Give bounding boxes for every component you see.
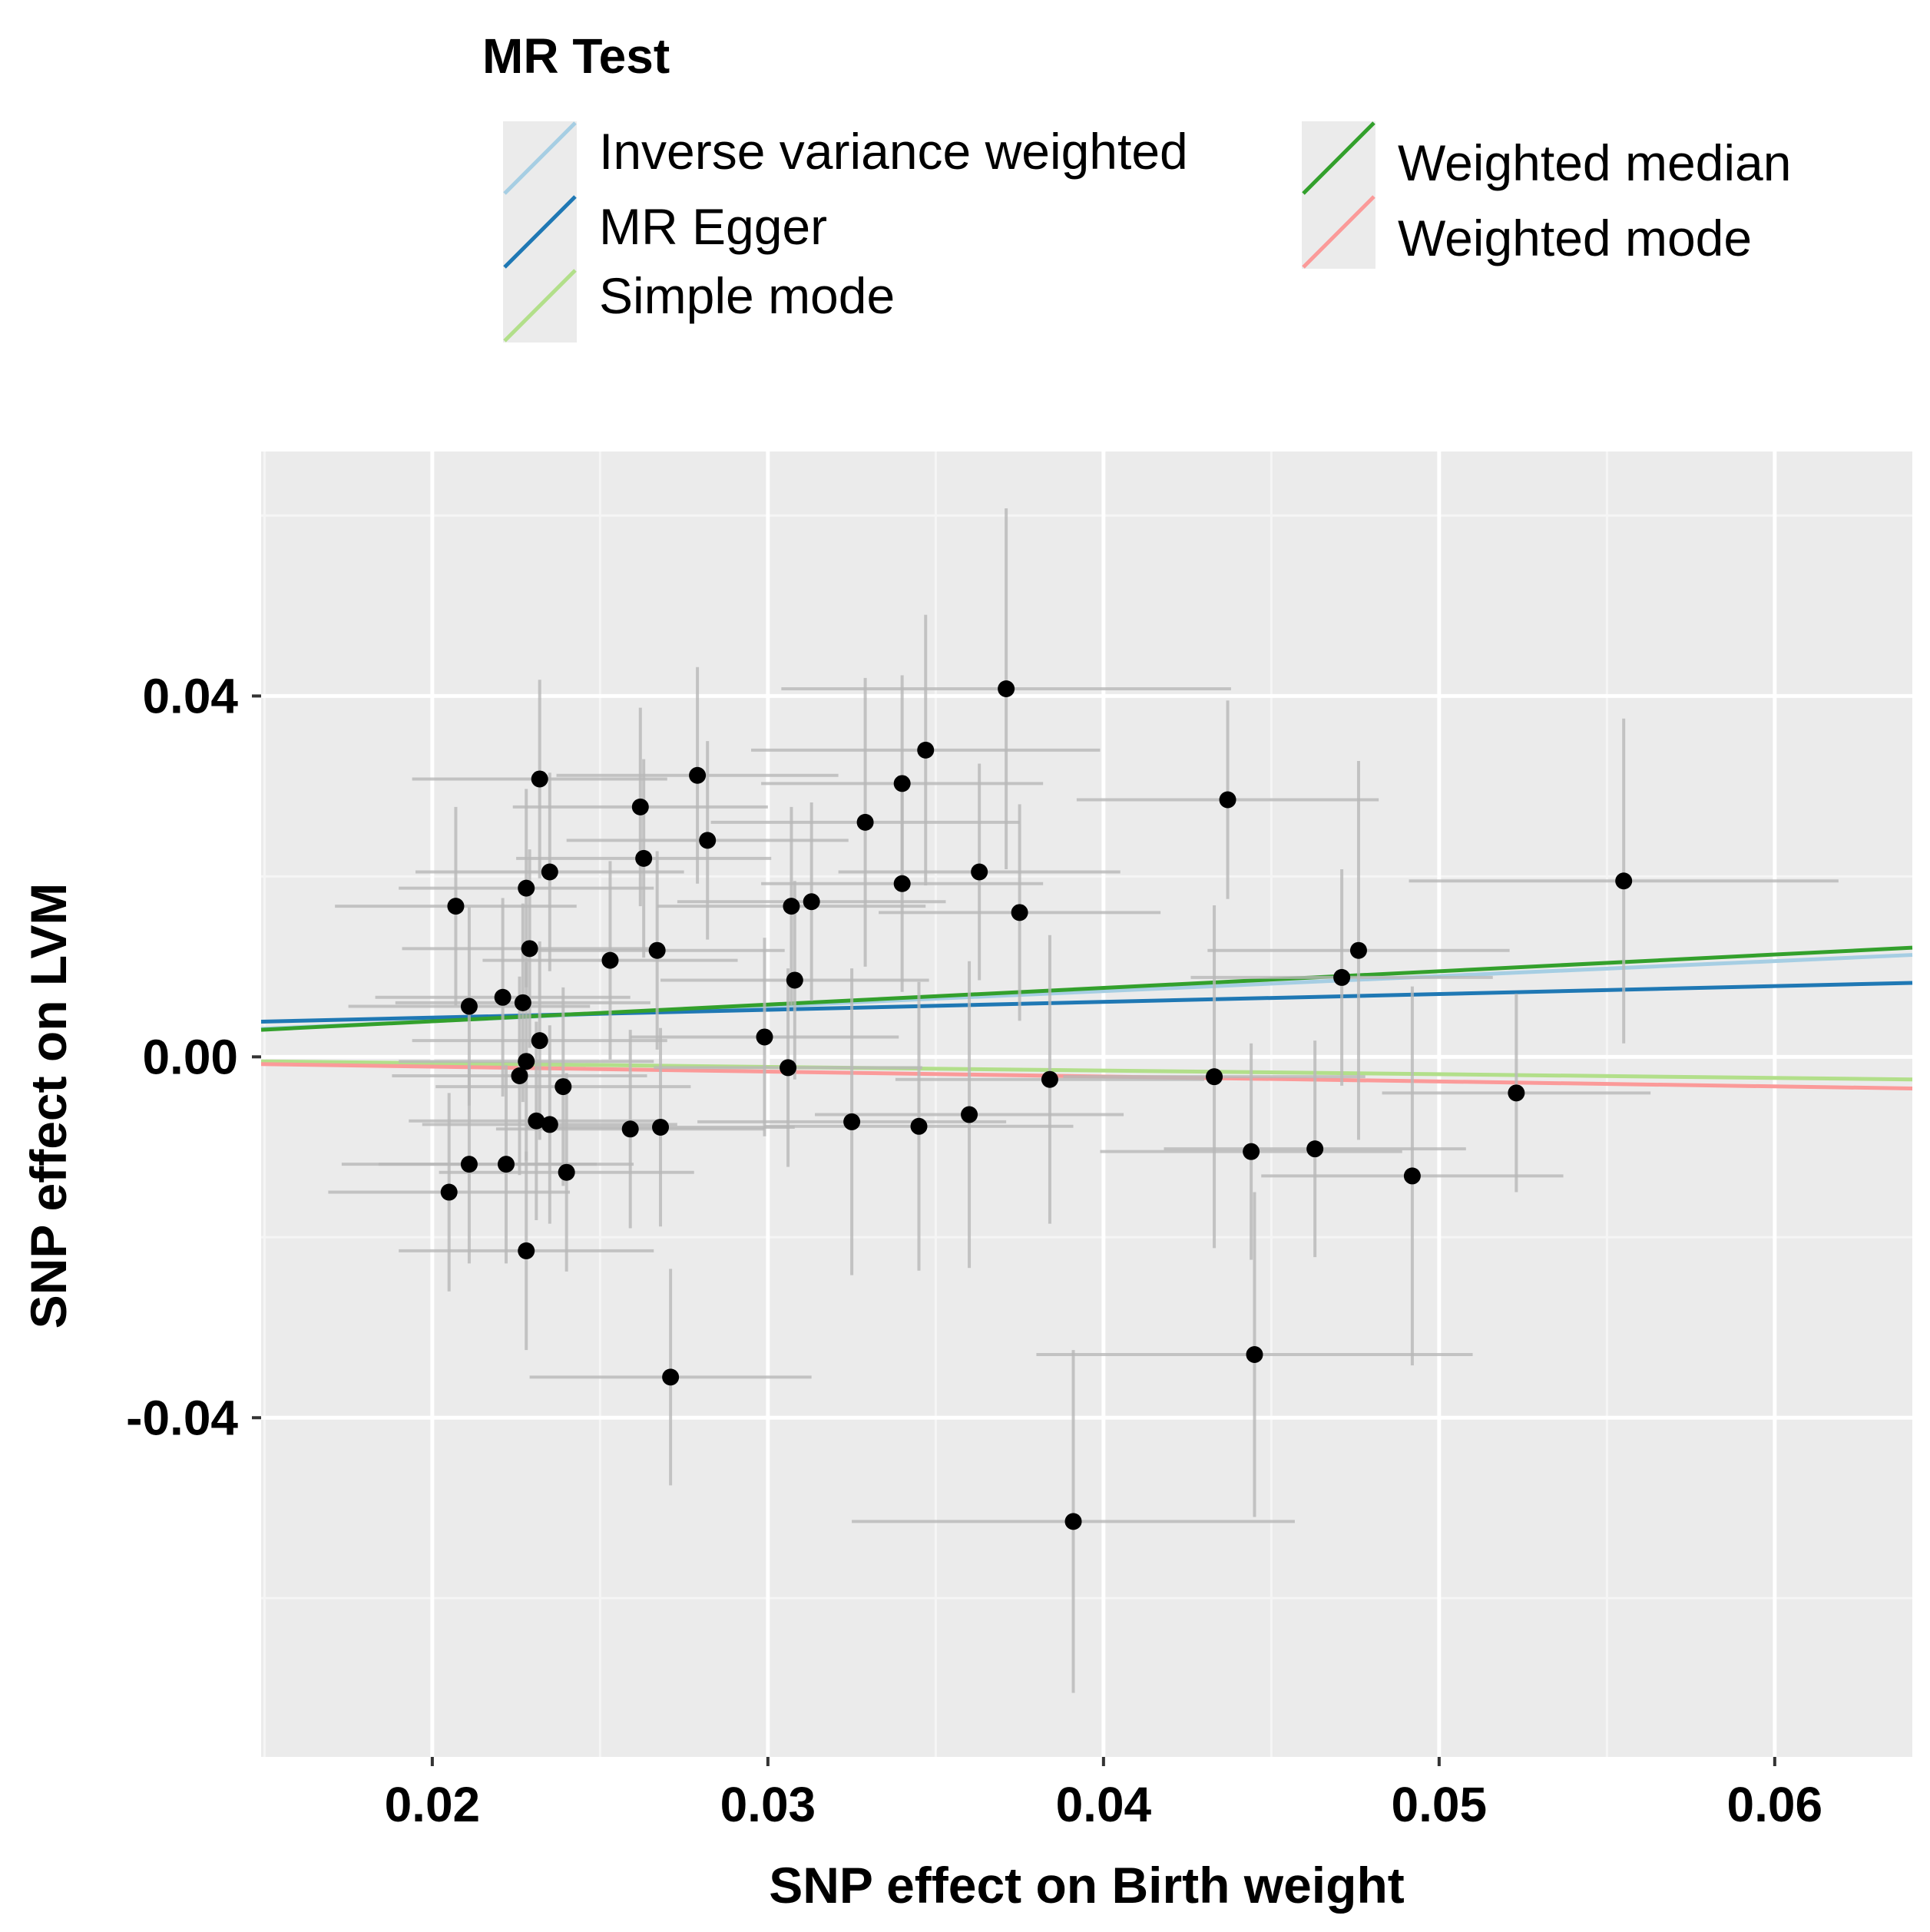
data-point [998,680,1015,697]
data-point [460,997,478,1015]
data-point [648,941,666,959]
data-point [447,898,465,915]
legend-entry-mr-egger: MR Egger [503,195,827,269]
legend-label-mr-egger: MR Egger [599,198,827,255]
data-point [631,798,649,815]
data-point [783,898,800,915]
data-point [893,775,911,792]
data-point [555,1078,572,1096]
plot-panel [261,452,1912,1757]
grid [261,452,1912,1757]
x-tick-label: 0.06 [1727,1777,1823,1832]
data-point [786,971,803,989]
legend-label-weighted-mode: Weighted mode [1398,210,1752,266]
data-point [843,1113,861,1130]
data-point [780,1059,797,1077]
data-point [1041,1070,1058,1088]
data-point [1246,1346,1263,1364]
data-point [1508,1084,1525,1102]
data-point [1615,872,1633,890]
legend: MR Test Inverse variance weighted MR Egg… [482,28,1791,342]
data-point [514,994,531,1011]
data-point [856,813,874,831]
data-point [689,766,707,784]
data-point [1206,1068,1223,1086]
data-point [621,1120,639,1138]
data-point [1306,1140,1324,1158]
data-point [558,1163,575,1181]
legend-title: MR Test [482,28,670,84]
data-point [531,1032,548,1050]
data-point [521,940,538,958]
legend-label-simple-mode: Simple mode [599,267,895,324]
legend-swatch-simple-mode [503,269,577,342]
data-point [910,1117,928,1135]
data-point [1403,1167,1421,1185]
legend-entry-weighted-median: Weighted median [1302,121,1791,195]
data-point [528,1112,545,1130]
data-point [756,1028,773,1046]
legend-label-weighted-median: Weighted median [1398,134,1791,191]
y-tick-label: 0.00 [142,1029,238,1084]
data-point [699,832,717,849]
legend-entry-ivw: Inverse variance weighted [503,121,1188,195]
data-point [498,1156,515,1173]
legend-swatch-mr-egger [503,195,577,269]
legend-swatch-ivw [503,121,577,195]
data-point [961,1106,978,1123]
y-axis-title: SNP effect on LVM [20,883,77,1329]
data-point [511,1067,528,1084]
data-point [440,1183,458,1201]
data-point [1064,1513,1082,1530]
data-point [662,1368,680,1386]
y-tick-label: -0.04 [126,1390,238,1445]
data-point [601,951,619,969]
data-point [803,893,820,911]
data-point [1011,904,1028,921]
data-point [893,875,911,892]
legend-entry-simple-mode: Simple mode [503,267,895,342]
data-point [1333,968,1351,986]
data-point [971,863,988,881]
y-axis: 0.04 0.00 -0.04 [126,668,261,1445]
data-point [541,863,558,881]
data-point [518,1053,535,1070]
y-tick-label: 0.04 [142,668,238,723]
legend-entry-weighted-mode: Weighted mode [1302,195,1752,269]
data-point [460,1156,478,1173]
line-weighted-median [260,945,1913,1032]
x-tick-label: 0.04 [1056,1777,1152,1832]
x-axis-title: SNP effect on Birth weight [769,1857,1405,1914]
legend-label-ivw: Inverse variance weighted [599,123,1188,180]
data-point [652,1118,670,1136]
data-point [1219,791,1236,809]
legend-swatch-weighted-mode [1302,195,1375,269]
data-point [635,849,653,867]
data-point [917,741,935,759]
x-tick-label: 0.03 [720,1777,816,1832]
data-point [541,1116,558,1133]
x-tick-label: 0.02 [385,1777,481,1832]
x-tick-label: 0.05 [1392,1777,1488,1832]
data-point [1349,941,1367,959]
data-point [1243,1143,1260,1160]
data-point [518,879,535,897]
data-points [440,680,1633,1530]
legend-swatch-weighted-median [1302,121,1375,195]
data-point [531,770,548,788]
data-point [518,1242,535,1259]
data-point [494,988,511,1006]
x-axis: 0.02 0.03 0.04 0.05 0.06 [385,1757,1823,1832]
